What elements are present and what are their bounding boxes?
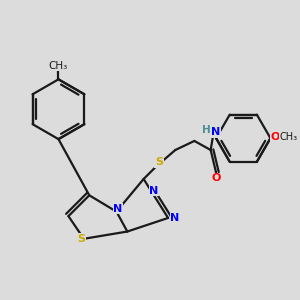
Text: S: S bbox=[155, 157, 163, 167]
Text: CH₃: CH₃ bbox=[279, 132, 297, 142]
Text: N: N bbox=[113, 204, 122, 214]
Text: O: O bbox=[212, 173, 221, 183]
Text: N: N bbox=[212, 127, 221, 137]
Text: N: N bbox=[170, 213, 179, 223]
Text: N: N bbox=[149, 186, 159, 196]
Text: O: O bbox=[271, 132, 280, 142]
Text: S: S bbox=[77, 234, 85, 244]
Text: H: H bbox=[202, 125, 211, 135]
Text: CH₃: CH₃ bbox=[49, 61, 68, 71]
